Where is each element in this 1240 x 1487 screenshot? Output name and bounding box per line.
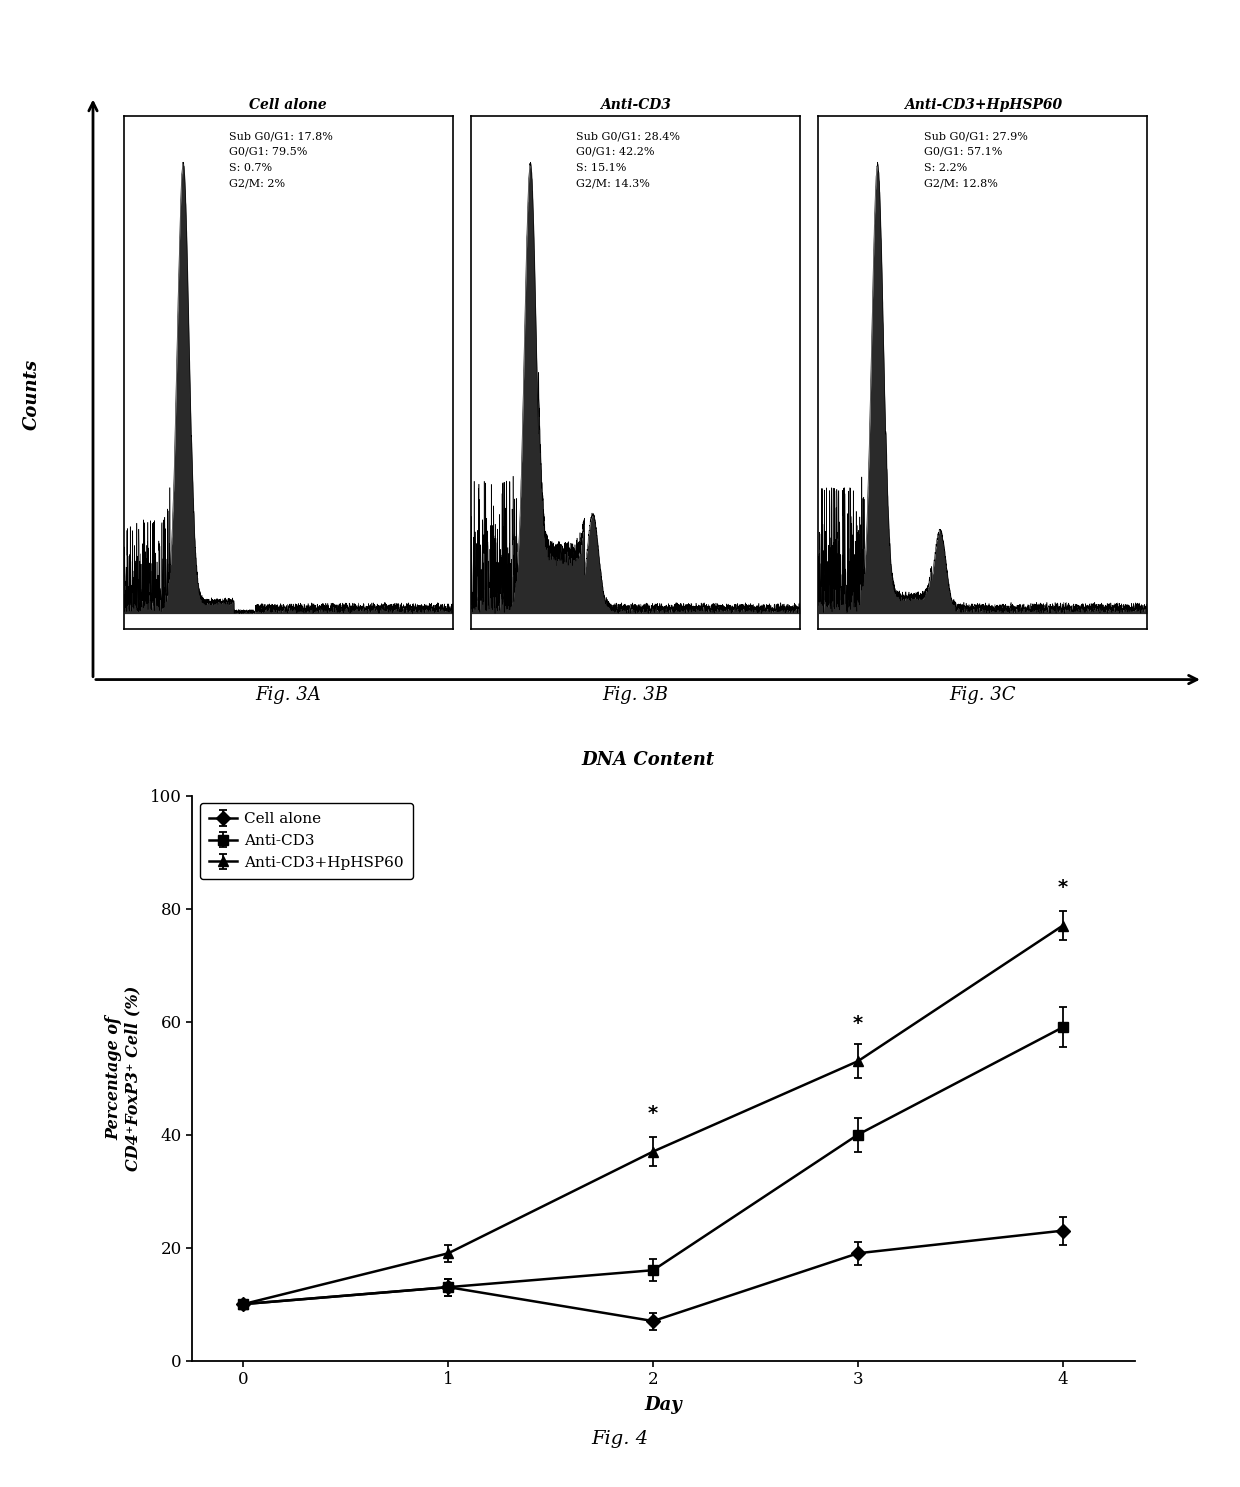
- Text: *: *: [853, 1014, 863, 1033]
- X-axis label: Day: Day: [645, 1396, 682, 1414]
- Y-axis label: Percentage of
CD4⁺FoxP3⁺ Cell (%): Percentage of CD4⁺FoxP3⁺ Cell (%): [105, 986, 141, 1170]
- Text: Sub G0/G1: 17.8%
G0/G1: 79.5%
S: 0.7%
G2/M: 2%: Sub G0/G1: 17.8% G0/G1: 79.5% S: 0.7% G2…: [229, 131, 334, 189]
- Text: Sub G0/G1: 27.9%
G0/G1: 57.1%
S: 2.2%
G2/M: 12.8%: Sub G0/G1: 27.9% G0/G1: 57.1% S: 2.2% G2…: [924, 131, 1028, 189]
- Text: Fig. 3B: Fig. 3B: [603, 686, 668, 703]
- Legend: Cell alone, Anti-CD3, Anti-CD3+HpHSP60: Cell alone, Anti-CD3, Anti-CD3+HpHSP60: [200, 803, 413, 879]
- Text: *: *: [649, 1105, 658, 1123]
- Title: Anti-CD3: Anti-CD3: [600, 98, 671, 112]
- Title: Anti-CD3+HpHSP60: Anti-CD3+HpHSP60: [904, 98, 1061, 112]
- Text: Sub G0/G1: 28.4%
G0/G1: 42.2%
S: 15.1%
G2/M: 14.3%: Sub G0/G1: 28.4% G0/G1: 42.2% S: 15.1% G…: [577, 131, 681, 189]
- Text: Counts: Counts: [24, 358, 41, 430]
- Title: Cell alone: Cell alone: [249, 98, 327, 112]
- Text: Fig. 3C: Fig. 3C: [950, 686, 1016, 703]
- Text: *: *: [1058, 879, 1068, 897]
- Text: Fig. 3A: Fig. 3A: [255, 686, 321, 703]
- Text: Fig. 4: Fig. 4: [591, 1430, 649, 1448]
- Text: DNA Content: DNA Content: [582, 751, 714, 769]
